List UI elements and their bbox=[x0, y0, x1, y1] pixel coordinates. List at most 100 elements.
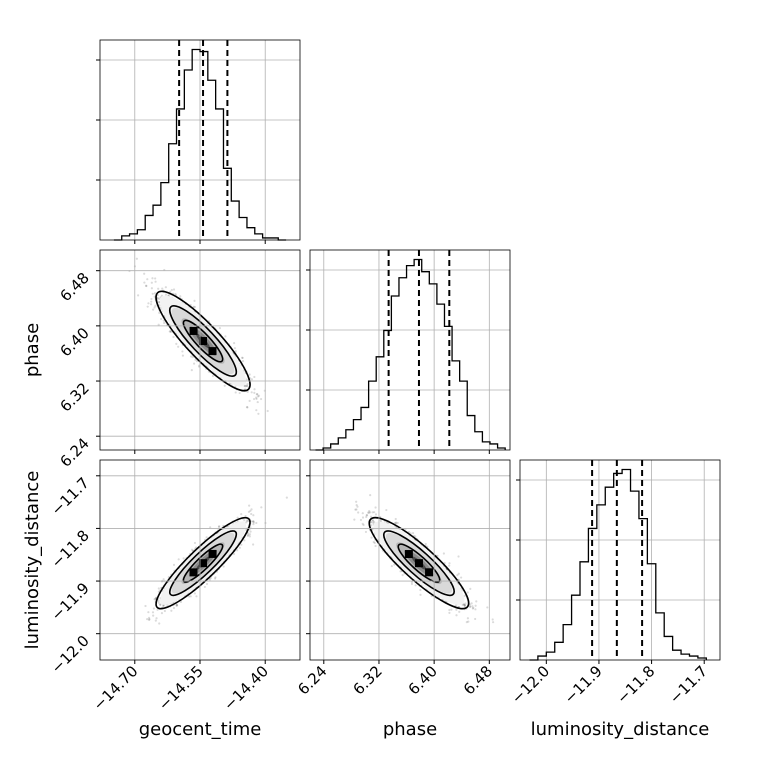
scatter-point bbox=[241, 356, 244, 360]
scatter-point bbox=[266, 409, 269, 413]
contour-line bbox=[155, 290, 251, 392]
scatter-point bbox=[157, 323, 160, 326]
2d-panel-geocent-time-vs-phase: 6.246.326.406.48 bbox=[56, 249, 301, 471]
scatter-point bbox=[148, 618, 151, 621]
scatter-point bbox=[245, 384, 249, 388]
scatter-point bbox=[257, 394, 261, 397]
scatter-point bbox=[214, 576, 217, 579]
scatter-point bbox=[163, 609, 166, 613]
scatter-point bbox=[147, 616, 151, 619]
scatter-point bbox=[247, 534, 250, 537]
scatter-point bbox=[147, 618, 151, 622]
scatter-point bbox=[154, 280, 157, 283]
scatter-point bbox=[250, 512, 253, 516]
scatter-point bbox=[154, 619, 157, 622]
scatter-point bbox=[424, 542, 427, 546]
scatter-point bbox=[193, 541, 197, 545]
scatter-point bbox=[232, 552, 236, 556]
scatter-point bbox=[156, 608, 159, 611]
scatter-point bbox=[146, 278, 149, 281]
scatter-point bbox=[474, 608, 477, 611]
scatter-point bbox=[253, 388, 256, 391]
scatter-point bbox=[158, 304, 161, 307]
scatter-point bbox=[145, 284, 148, 288]
scatter-point bbox=[169, 330, 173, 333]
scatter-point bbox=[355, 503, 358, 507]
density-peak bbox=[189, 326, 198, 335]
2d-panel-geocent-time-vs-luminosity-distance: −14.70 −14.55 −14.40−12.0−11.9−11.8−11.7 bbox=[48, 459, 301, 714]
contour-line bbox=[182, 543, 224, 583]
scatter-point bbox=[157, 587, 160, 590]
scatter-point bbox=[241, 360, 245, 363]
scatter-point bbox=[160, 317, 163, 321]
scatter-point bbox=[240, 513, 243, 516]
scatter-point bbox=[153, 598, 156, 601]
scatter-point bbox=[150, 287, 153, 290]
density-peak bbox=[189, 568, 198, 577]
histogram-panel-geocent-time bbox=[96, 39, 301, 244]
scatter-point bbox=[248, 399, 251, 403]
scatter-point bbox=[236, 520, 239, 523]
histogram-step bbox=[113, 48, 287, 241]
scatter-point bbox=[248, 535, 251, 538]
scatter-point bbox=[246, 383, 249, 386]
scatter-point bbox=[193, 305, 197, 309]
scatter-point bbox=[252, 520, 255, 523]
scatter-point bbox=[193, 362, 196, 365]
scatter-point bbox=[365, 515, 368, 519]
y-tick-label: 6.48 bbox=[56, 269, 92, 305]
scatter-point bbox=[192, 305, 195, 308]
scatter-point bbox=[147, 611, 150, 614]
scatter-point bbox=[260, 506, 263, 509]
scatter-point bbox=[252, 520, 255, 523]
scatter-point bbox=[224, 335, 227, 338]
scatter-point bbox=[371, 528, 374, 531]
scatter-point bbox=[159, 603, 162, 606]
scatter-point bbox=[253, 391, 256, 394]
scatter-point bbox=[252, 514, 255, 517]
scatter-point bbox=[373, 511, 376, 514]
scatter-point bbox=[250, 508, 253, 511]
scatter-point bbox=[255, 393, 258, 396]
contour-line bbox=[168, 305, 238, 378]
scatter-point bbox=[195, 360, 199, 363]
scatter-point bbox=[168, 330, 171, 333]
scatter-point bbox=[175, 604, 178, 607]
scatter-point bbox=[245, 384, 249, 387]
scatter-point bbox=[177, 558, 180, 561]
panel-background bbox=[520, 460, 720, 660]
scatter-point bbox=[195, 595, 198, 598]
scatter-point bbox=[260, 397, 263, 401]
scatter-point bbox=[154, 597, 157, 600]
panel-frame bbox=[99, 459, 301, 661]
scatter-point bbox=[234, 350, 237, 353]
x-tick-label: −11.8 bbox=[613, 662, 658, 707]
scatter-point bbox=[194, 358, 197, 361]
scatter-point bbox=[255, 409, 258, 412]
scatter-point bbox=[256, 400, 259, 404]
scatter-point bbox=[179, 600, 183, 604]
scatter-point bbox=[246, 520, 249, 523]
scatter-point bbox=[249, 509, 252, 512]
scatter-point bbox=[179, 295, 182, 298]
scatter-point bbox=[151, 277, 154, 280]
contour-line bbox=[182, 319, 224, 363]
scatter-point bbox=[154, 277, 157, 280]
scatter-point bbox=[244, 515, 247, 518]
histogram-panel-luminosity-distance: −12.0 −11.9 −11.8 −11.7 bbox=[508, 459, 721, 707]
scatter-point bbox=[205, 536, 208, 539]
scatter-point bbox=[213, 577, 217, 580]
scatter-point bbox=[150, 300, 153, 303]
scatter-point bbox=[255, 397, 258, 400]
scatter-point bbox=[455, 614, 458, 617]
scatter-point bbox=[151, 292, 154, 295]
scatter-point bbox=[243, 539, 246, 542]
density-peak bbox=[199, 337, 208, 346]
histogram-step bbox=[529, 468, 707, 661]
scatter-point bbox=[152, 614, 155, 617]
scatter-point bbox=[256, 395, 260, 398]
scatter-point bbox=[169, 330, 172, 333]
scatter-point bbox=[252, 523, 255, 526]
scatter-point bbox=[157, 287, 160, 290]
